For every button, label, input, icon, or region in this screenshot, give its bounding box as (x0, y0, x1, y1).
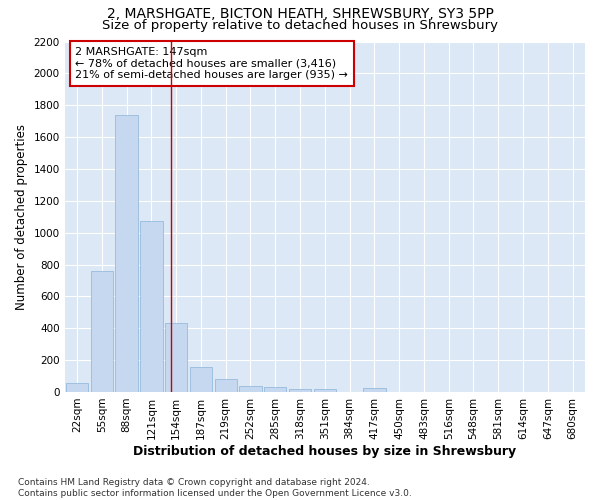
Text: 2 MARSHGATE: 147sqm
← 78% of detached houses are smaller (3,416)
21% of semi-det: 2 MARSHGATE: 147sqm ← 78% of detached ho… (75, 47, 348, 80)
Bar (115, 115, 138, 392)
Bar (264, 387, 286, 392)
Bar (239, 386, 262, 392)
Bar (190, 368, 212, 392)
Y-axis label: Number of detached properties: Number of detached properties (15, 124, 28, 310)
Bar (66, 383, 88, 392)
Text: 2, MARSHGATE, BICTON HEATH, SHREWSBURY, SY3 5PP: 2, MARSHGATE, BICTON HEATH, SHREWSBURY, … (107, 8, 493, 22)
Bar (314, 389, 336, 392)
Bar (215, 379, 237, 392)
Bar (363, 388, 386, 392)
Bar (165, 324, 187, 392)
Bar (140, 220, 163, 392)
X-axis label: Distribution of detached houses by size in Shrewsbury: Distribution of detached houses by size … (133, 444, 517, 458)
Bar (289, 389, 311, 392)
Text: Size of property relative to detached houses in Shrewsbury: Size of property relative to detached ho… (102, 18, 498, 32)
Text: Contains HM Land Registry data © Crown copyright and database right 2024.
Contai: Contains HM Land Registry data © Crown c… (18, 478, 412, 498)
Bar (91, 271, 113, 392)
